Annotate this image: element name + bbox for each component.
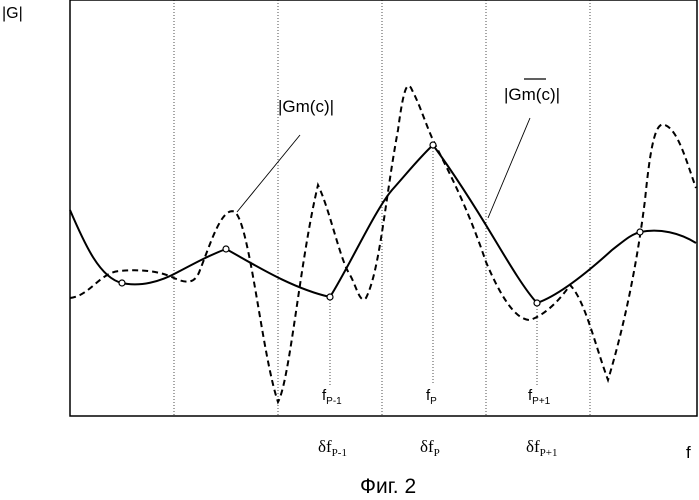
dashed-curve-label: |Gm(c)| — [278, 97, 334, 116]
leader-solid — [488, 118, 530, 218]
delta-f-p-label: δfP — [420, 437, 440, 459]
node — [430, 142, 436, 148]
node — [223, 246, 229, 252]
curve-nodes — [119, 142, 643, 306]
plot-frame — [70, 0, 697, 416]
band-dividers — [174, 0, 590, 416]
x-axis-label: f — [686, 443, 691, 462]
node-markers — [330, 145, 537, 385]
delta-f-p-plus-label: δfP+1 — [526, 437, 558, 459]
dashed-curve — [70, 86, 696, 402]
f-p-label: fP — [426, 387, 437, 407]
leader-dashed — [237, 135, 300, 212]
node — [119, 280, 125, 286]
solid-curve — [70, 145, 696, 303]
solid-curve-label: |Gm(c)| — [504, 85, 560, 104]
figure-caption: Фиг. 2 — [360, 475, 416, 498]
y-axis-label: |G| — [2, 5, 23, 22]
node — [327, 294, 333, 300]
node — [637, 229, 643, 235]
f-p-plus-label: fP+1 — [528, 387, 551, 407]
f-p-minus-label: fP-1 — [322, 387, 342, 407]
node — [534, 300, 540, 306]
delta-f-p-minus-label: δfP-1 — [318, 437, 347, 459]
